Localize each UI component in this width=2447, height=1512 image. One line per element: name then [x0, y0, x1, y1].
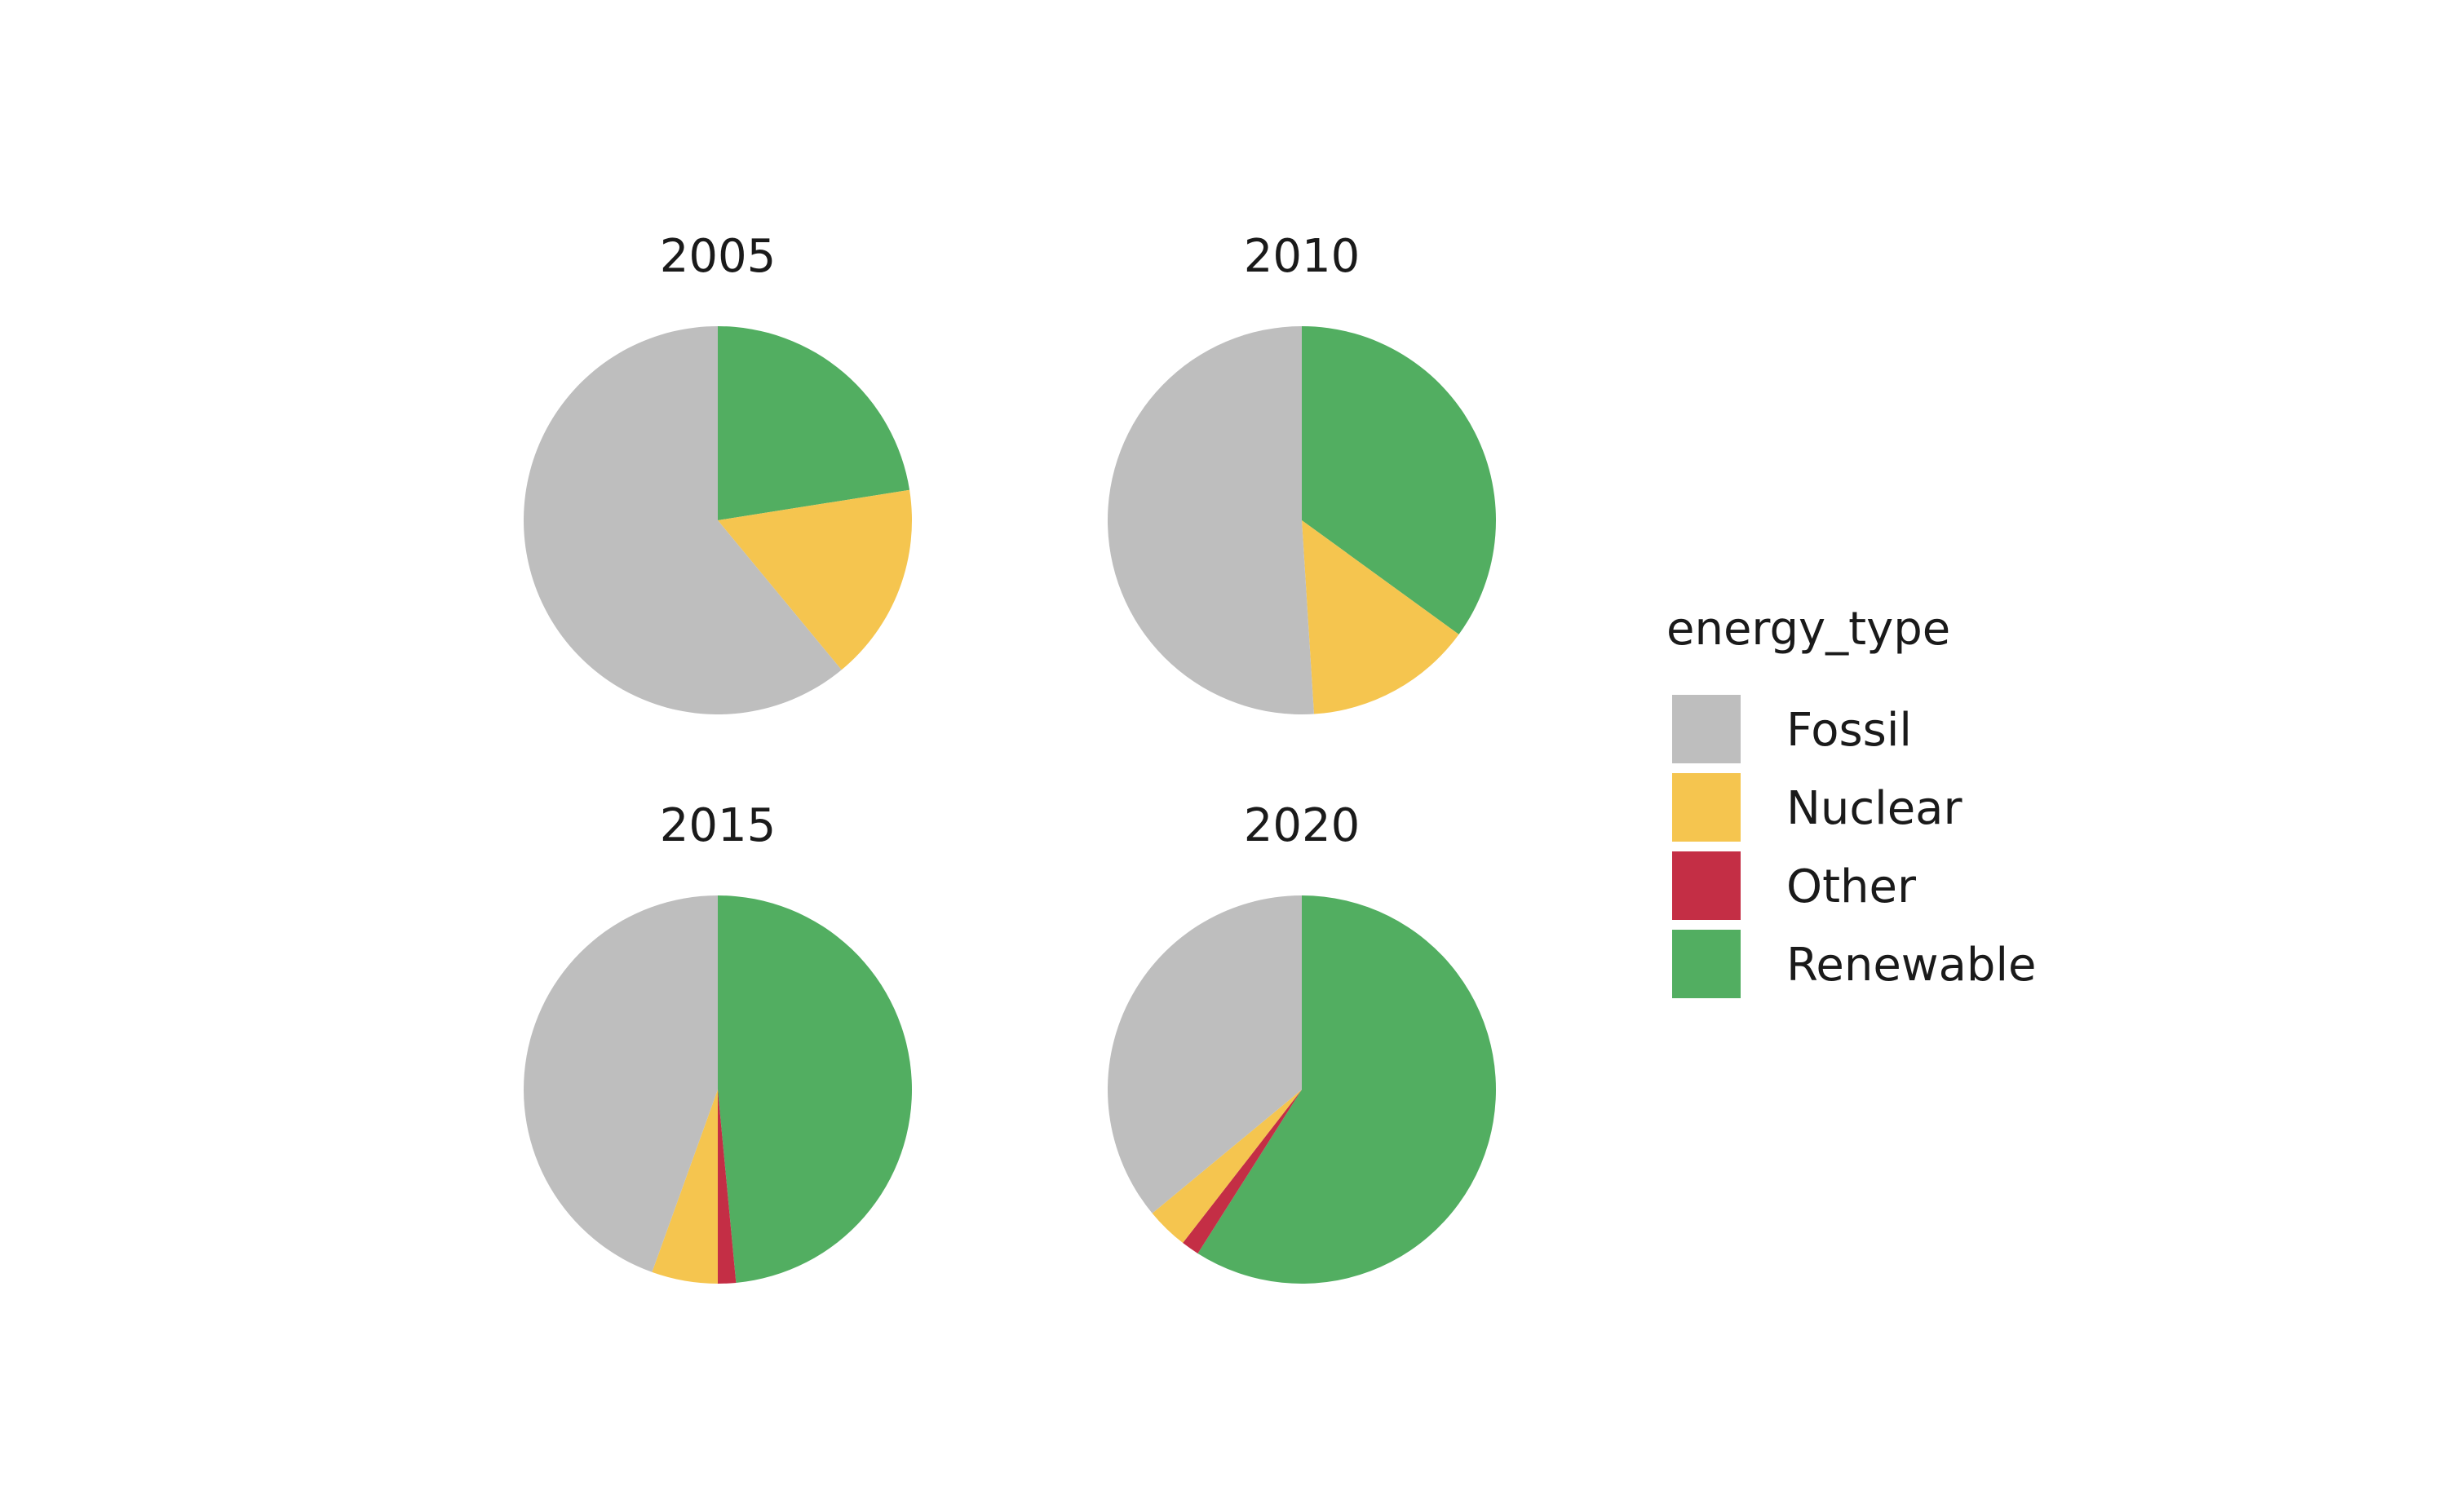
pie-slice-2020-fossil [1107, 895, 1302, 1214]
pie-slice-2010-fossil [1107, 326, 1314, 714]
pie-slice-2020-renewable [1197, 895, 1496, 1284]
pie-slice-2020-other [1183, 1090, 1302, 1253]
legend-items: Fossil Nuclear Other Renewable [1672, 695, 2036, 998]
pie-panel-2005: 2005 [524, 230, 912, 714]
facet-title: 2010 [1244, 230, 1361, 283]
pie-slice-2005-fossil [524, 326, 842, 714]
pie-slice-2015-renewable [718, 895, 912, 1283]
pie-slice-2005-nuclear [718, 489, 912, 670]
legend-swatch-fossil [1672, 695, 1741, 763]
legend-label-fossil: Fossil [1786, 704, 1912, 757]
pie-panel-2010: 2010 [1107, 230, 1497, 714]
pie-slice-2010-nuclear [1302, 520, 1459, 714]
pie-panels: 2005 2010 2015 2020 [524, 230, 1497, 1284]
pie-slice-2015-other [718, 1090, 737, 1284]
pie-slice-2010-renewable [1302, 326, 1497, 634]
pie-panel-2015: 2015 [524, 799, 912, 1284]
pie-slice-2005-renewable [718, 326, 910, 520]
legend-label-other: Other [1786, 860, 1917, 913]
legend-swatch-renewable [1672, 930, 1741, 998]
legend-swatch-other [1672, 851, 1741, 920]
pie-panel-2020: 2020 [1107, 799, 1496, 1284]
facet-title: 2015 [660, 799, 777, 852]
legend-label-renewable: Renewable [1786, 939, 2036, 992]
pie-slice-2015-nuclear [652, 1090, 718, 1284]
facet-title: 2005 [660, 230, 777, 283]
facet-title: 2020 [1244, 799, 1361, 852]
pie-slice-2015-fossil [524, 895, 718, 1272]
legend-label-nuclear: Nuclear [1786, 782, 1963, 835]
legend-title: energy_type [1666, 603, 1950, 656]
legend-swatch-nuclear [1672, 773, 1741, 842]
legend: energy_type Fossil Nuclear Other Renewable [1666, 603, 2036, 998]
pie-slice-2020-nuclear [1152, 1090, 1302, 1244]
